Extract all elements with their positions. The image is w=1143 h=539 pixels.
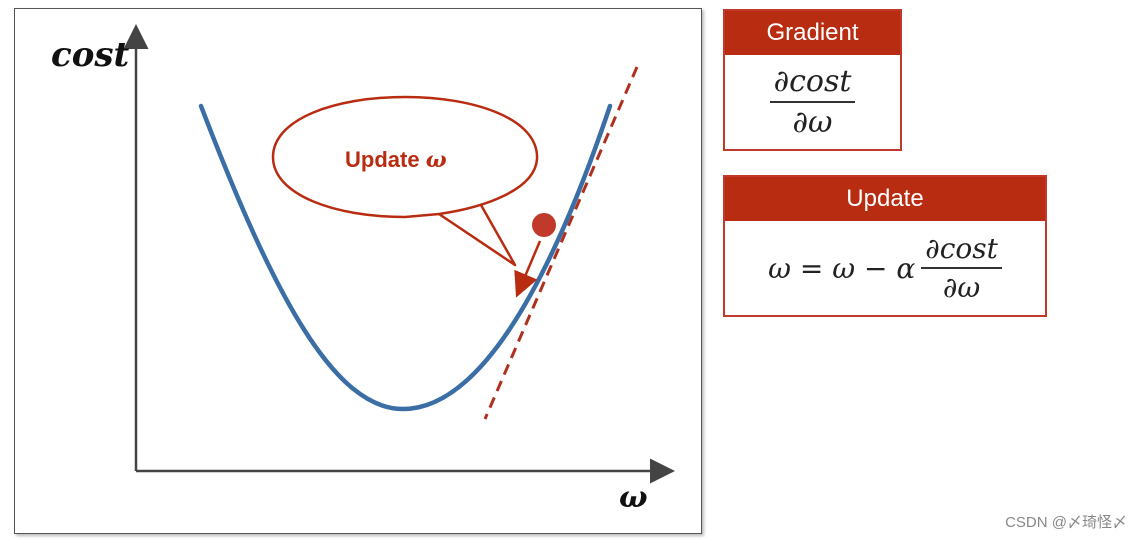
tangent-line [483, 66, 639, 420]
gradient-card-title: Gradient [725, 11, 900, 55]
gradient-fraction: ∂cost ∂ω [769, 64, 856, 140]
x-axis-label: ω [619, 480, 648, 515]
y-axis-label: cost [51, 35, 130, 75]
callout-bubble [271, 95, 539, 267]
gradient-denominator: ∂ω [792, 105, 833, 140]
update-lhs: ω = ω − α [768, 251, 916, 285]
callout-text: Update ω [345, 147, 447, 173]
update-denominator: ∂ω [942, 271, 981, 304]
watermark: CSDN @〆琦怪〆 [1005, 514, 1127, 531]
gradient-numerator: ∂cost [769, 64, 856, 103]
update-card: Update ω = ω − α ∂cost ∂ω [723, 175, 1047, 317]
update-card-title: Update [725, 177, 1045, 221]
cost-curve [198, 103, 613, 412]
current-point [532, 213, 556, 237]
gradient-card: Gradient ∂cost ∂ω [723, 9, 902, 151]
figure-canvas: cost ω Update ω [51, 24, 675, 515]
update-arrow [514, 240, 542, 298]
update-fraction: ∂cost ∂ω [921, 232, 1002, 304]
gradient-descent-figure: cost ω Update ω [14, 8, 702, 534]
update-numerator: ∂cost [921, 232, 1002, 269]
